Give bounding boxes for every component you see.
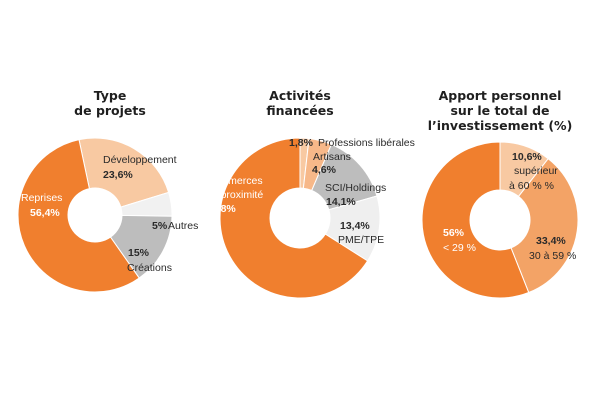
label-artisans-name: Artisans <box>313 151 351 163</box>
chart1-title-line2: de projets <box>74 103 146 118</box>
label-pme-name: PME/TPE <box>338 234 384 246</box>
label-autres-name: Autres <box>168 220 198 232</box>
label-commerces-value: 65,8% <box>206 203 236 215</box>
chart3-labels: 10,6% supérieur à 60 % % 33,4% 30 à 59 %… <box>443 151 576 262</box>
label-creations-value: 15% <box>128 247 150 259</box>
chart1-labels: Développement 23,6% 5% Autres 15% Créati… <box>21 154 198 274</box>
label-developpement-name: Développement <box>103 154 177 166</box>
chart2-title-line1: Activités <box>269 88 331 103</box>
chart1-slice-d-veloppement <box>78 137 170 208</box>
label-reprises-name: Reprises <box>21 192 62 204</box>
label-mid-name: 30 à 59 % <box>529 250 576 262</box>
chart3-slice-29 <box>421 141 530 299</box>
label-superieur-name-line1: supérieur <box>514 165 558 177</box>
chart3-title-line2: sur le total de <box>450 103 550 118</box>
label-autres-value: 5% <box>152 220 168 232</box>
label-reprises-value: 56,4% <box>30 207 60 219</box>
donut-slices <box>17 137 579 299</box>
label-developpement-value: 23,6% <box>103 169 133 181</box>
label-creations-name: Créations <box>127 262 172 274</box>
label-sci-name: SCI/Holdings <box>325 182 386 194</box>
chart2-slice-commerces-de-proximit <box>219 137 369 299</box>
chart1-title: Type de projets <box>55 88 165 118</box>
label-low-name: < 29 % <box>443 242 476 254</box>
label-commerces-name-line2: de proximité <box>206 189 263 201</box>
chart3-title-line1: Apport personnel <box>438 88 562 103</box>
label-artisans-value: 4,6% <box>312 164 337 176</box>
label-professions-value: 1,8% <box>289 137 314 149</box>
chart3-slice-30-59 <box>510 157 579 294</box>
label-mid-value: 33,4% <box>536 235 566 247</box>
chart3-title-line3: l’investissement (%) <box>427 118 573 133</box>
label-pme-value: 13,4% <box>340 220 370 232</box>
chart2-labels: 1,8% Professions libérales Artisans 4,6%… <box>206 137 415 246</box>
chart2-title: Activités financées <box>240 88 360 118</box>
label-sci-value: 14,1% <box>326 196 356 208</box>
label-superieur-value: 10,6% <box>512 151 542 163</box>
chart2-title-line2: financées <box>266 103 334 118</box>
chart3-title: Apport personnel sur le total de l’inves… <box>425 88 575 133</box>
chart1-title-line1: Type <box>93 88 127 103</box>
chart1-slice-reprises <box>17 139 140 293</box>
label-superieur-name-line2: à 60 % % <box>509 180 554 192</box>
label-commerces-name-line1: Commerces <box>206 175 263 187</box>
label-low-value: 56% <box>443 227 465 239</box>
label-professions-name: Professions libérales <box>318 137 415 149</box>
